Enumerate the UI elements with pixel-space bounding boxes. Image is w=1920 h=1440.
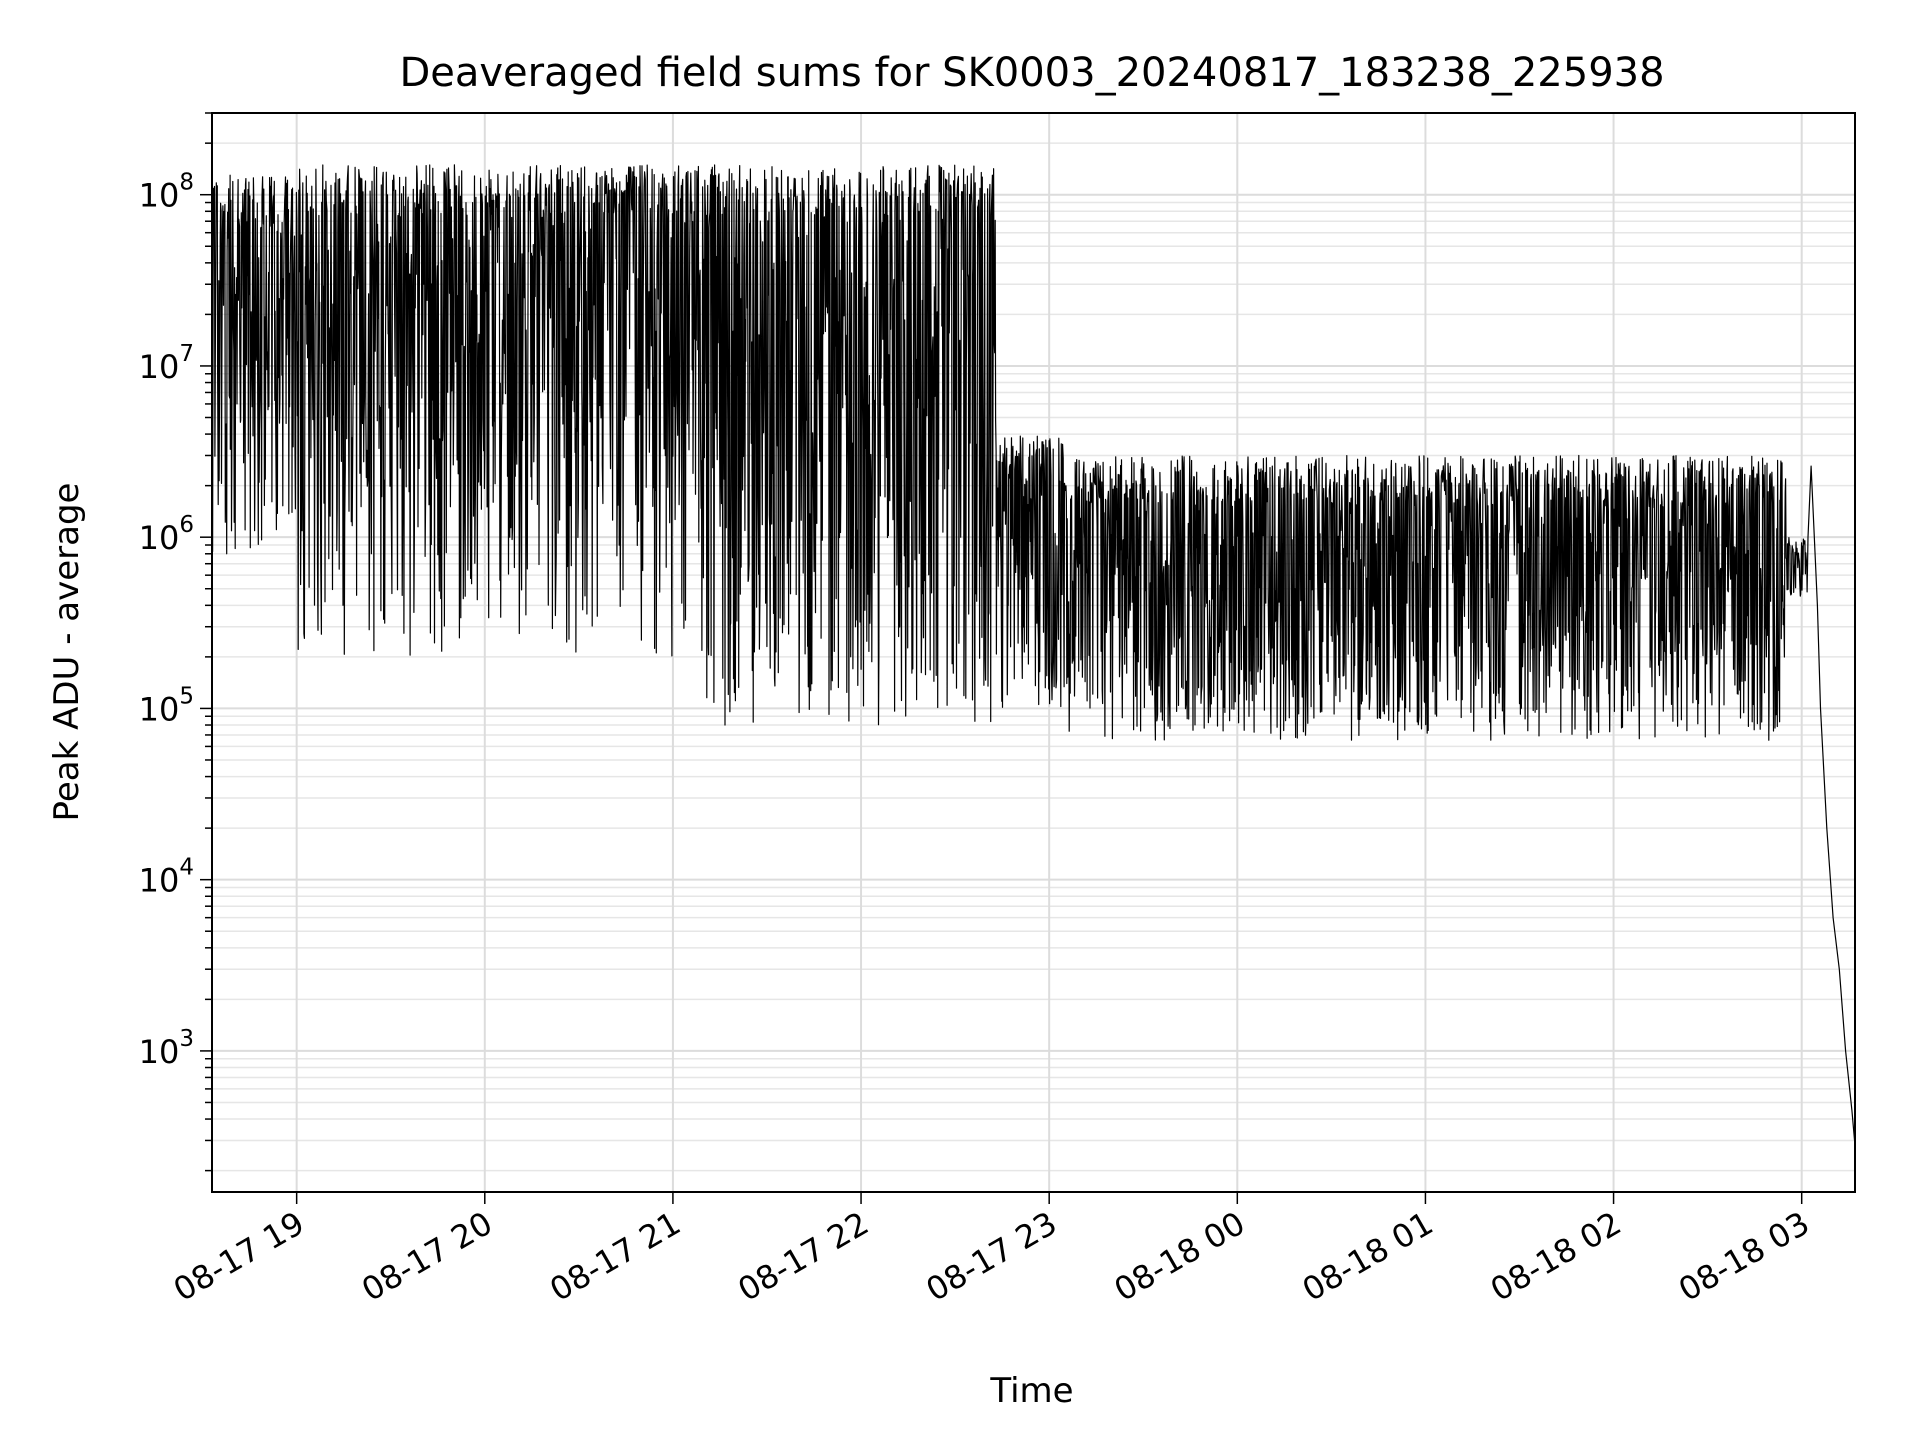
x-axis-label: Time xyxy=(989,1371,1073,1411)
data-series-line xyxy=(211,164,1856,1146)
plot-area-frame xyxy=(211,112,1856,1193)
y-tick-base: 10 xyxy=(139,348,180,386)
y-tick-label: 103 xyxy=(139,1026,194,1071)
y-tick-base: 10 xyxy=(139,690,180,728)
y-tick-base: 10 xyxy=(139,1033,180,1071)
chart-title: Deaveraged field sums for SK0003_2024081… xyxy=(399,50,1664,96)
y-tick-label: 106 xyxy=(139,512,194,557)
y-tick-exponent: 5 xyxy=(179,683,194,709)
y-tick-label: 108 xyxy=(139,170,194,215)
y-tick-label: 104 xyxy=(139,855,194,900)
y-tick-label: 107 xyxy=(139,341,194,386)
y-tick-base: 10 xyxy=(139,519,180,557)
y-tick-exponent: 8 xyxy=(179,170,194,196)
y-tick-exponent: 4 xyxy=(179,855,194,881)
series-path xyxy=(211,164,1856,1146)
y-tick-label: 105 xyxy=(139,683,194,728)
y-axis-label: Peak ADU - average xyxy=(47,483,87,822)
y-tick-base: 10 xyxy=(139,177,180,215)
y-tick-base: 10 xyxy=(139,862,180,900)
y-tick-exponent: 7 xyxy=(179,341,194,367)
y-tick-exponent: 3 xyxy=(179,1026,194,1052)
y-tick-exponent: 6 xyxy=(179,512,194,538)
minor-gridlines xyxy=(212,112,1855,1172)
